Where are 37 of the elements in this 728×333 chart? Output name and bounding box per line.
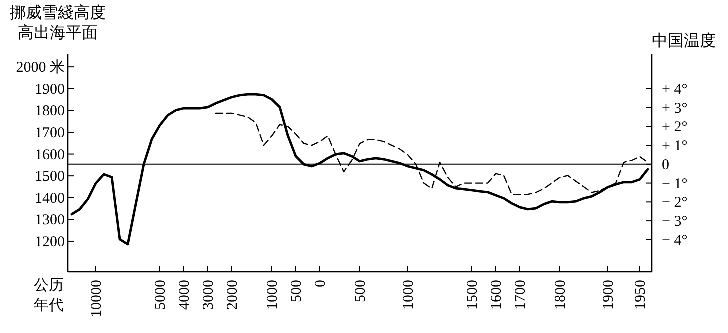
x-tick-label: 1700 [513, 280, 529, 310]
x-tick-label: 1500 [465, 280, 481, 310]
x-tick-label: 10000 [89, 280, 105, 318]
y-tick-label: 1500 [35, 169, 65, 186]
x-tick-label: 1900 [601, 280, 617, 310]
y-tick-label: 1200 [35, 234, 65, 250]
x-tick-label: 5000 [153, 280, 169, 310]
x-tick-label: 2000 [225, 280, 241, 310]
x-tick-label: 3000 [201, 280, 217, 310]
y-tick-label: 1900 [35, 82, 65, 98]
x-tick-label: 500 [289, 280, 305, 302]
y2-tick-label: + 2° [662, 120, 688, 136]
x-tick-label: 0 [313, 280, 329, 288]
x-tick-label: 1950 [633, 280, 649, 310]
y2-tick-label: − 1° [662, 176, 688, 192]
y2-tick-label: − 3° [662, 214, 688, 230]
x-tick-label: 1800 [553, 280, 569, 310]
y2-tick-label: 0 [662, 157, 670, 174]
x-tick-label: 500 [353, 280, 369, 302]
x-tick-label: 4000 [177, 280, 193, 310]
y2-tick-label: − 2° [662, 195, 688, 212]
x-tick-label: 1000 [265, 280, 281, 310]
y-tick-label: 1700 [35, 125, 65, 142]
y-tick-label: 2000 米 [16, 59, 65, 76]
y2-tick-label: − 4° [662, 232, 688, 249]
y-tick-label: 1300 [35, 212, 65, 229]
x-tick-label: 1000 [401, 280, 417, 310]
y2-tick-label: + 4° [662, 82, 688, 98]
y-axis-title: 挪威雪綫高度高出海平面 [10, 4, 106, 42]
x-axis-title: 公历年代 [34, 277, 64, 314]
y-tick-label: 1400 [35, 190, 65, 207]
y2-axis-title: 中国温度 [652, 32, 716, 50]
y-tick-label: 1600 [35, 147, 65, 164]
y-tick-label: 1800 [35, 104, 65, 120]
y2-tick-label: + 1° [662, 138, 688, 155]
y2-tick-label: + 3° [662, 100, 688, 117]
x-tick-label: 1600 [489, 280, 505, 310]
